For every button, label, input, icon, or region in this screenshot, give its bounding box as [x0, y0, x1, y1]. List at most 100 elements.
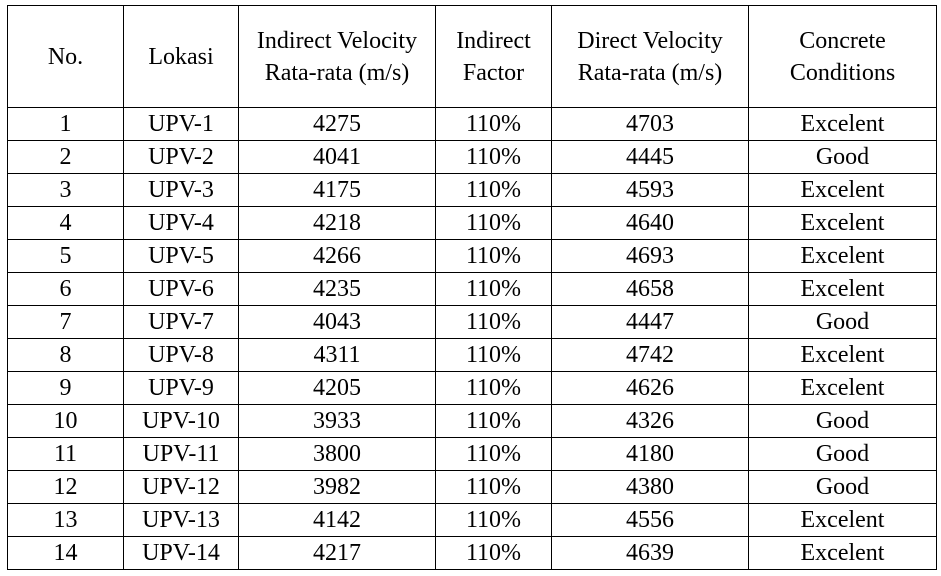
- cell-direct-velocity: 4703: [551, 107, 749, 141]
- cell-no: 4: [7, 206, 124, 240]
- table-header: No. Lokasi Indirect Velocity Rata-rata (…: [7, 5, 937, 108]
- cell-no: 1: [7, 107, 124, 141]
- cell-indirect-velocity: 3982: [238, 470, 436, 504]
- cell-lokasi: UPV-6: [123, 272, 239, 306]
- cell-indirect-factor: 110%: [435, 536, 552, 570]
- cell-indirect-velocity: 4142: [238, 503, 436, 537]
- table-row: 2 UPV-2 4041 110% 4445 Good: [7, 140, 937, 174]
- cell-direct-velocity: 4180: [551, 437, 749, 471]
- header-indirect-factor: Indirect Factor: [435, 5, 552, 108]
- cell-indirect-velocity: 4205: [238, 371, 436, 405]
- cell-lokasi: UPV-2: [123, 140, 239, 174]
- cell-lokasi: UPV-5: [123, 239, 239, 273]
- cell-concrete-condition: Excelent: [748, 536, 937, 570]
- cell-direct-velocity: 4593: [551, 173, 749, 207]
- cell-indirect-factor: 110%: [435, 503, 552, 537]
- table-row: 12 UPV-12 3982 110% 4380 Good: [7, 470, 937, 504]
- cell-concrete-condition: Excelent: [748, 107, 937, 141]
- table-row: 5 UPV-5 4266 110% 4693 Excelent: [7, 239, 937, 273]
- cell-indirect-velocity: 4218: [238, 206, 436, 240]
- cell-direct-velocity: 4326: [551, 404, 749, 438]
- table-row: 13 UPV-13 4142 110% 4556 Excelent: [7, 503, 937, 537]
- header-row: No. Lokasi Indirect Velocity Rata-rata (…: [7, 5, 937, 108]
- cell-indirect-factor: 110%: [435, 206, 552, 240]
- cell-concrete-condition: Good: [748, 140, 937, 174]
- cell-indirect-factor: 110%: [435, 470, 552, 504]
- cell-no: 9: [7, 371, 124, 405]
- cell-indirect-factor: 110%: [435, 272, 552, 306]
- cell-lokasi: UPV-8: [123, 338, 239, 372]
- cell-concrete-condition: Good: [748, 305, 937, 339]
- cell-direct-velocity: 4445: [551, 140, 749, 174]
- cell-indirect-factor: 110%: [435, 140, 552, 174]
- cell-no: 2: [7, 140, 124, 174]
- cell-no: 3: [7, 173, 124, 207]
- table-row: 1 UPV-1 4275 110% 4703 Excelent: [7, 107, 937, 141]
- cell-no: 10: [7, 404, 124, 438]
- cell-no: 5: [7, 239, 124, 273]
- table-row: 14 UPV-14 4217 110% 4639 Excelent: [7, 536, 937, 570]
- table-row: 10 UPV-10 3933 110% 4326 Good: [7, 404, 937, 438]
- cell-concrete-condition: Excelent: [748, 371, 937, 405]
- cell-direct-velocity: 4742: [551, 338, 749, 372]
- cell-direct-velocity: 4447: [551, 305, 749, 339]
- cell-lokasi: UPV-14: [123, 536, 239, 570]
- cell-no: 14: [7, 536, 124, 570]
- cell-indirect-factor: 110%: [435, 371, 552, 405]
- cell-indirect-velocity: 4266: [238, 239, 436, 273]
- cell-indirect-factor: 110%: [435, 404, 552, 438]
- cell-indirect-factor: 110%: [435, 437, 552, 471]
- cell-lokasi: UPV-11: [123, 437, 239, 471]
- cell-no: 13: [7, 503, 124, 537]
- cell-direct-velocity: 4693: [551, 239, 749, 273]
- cell-no: 8: [7, 338, 124, 372]
- cell-lokasi: UPV-9: [123, 371, 239, 405]
- cell-indirect-factor: 110%: [435, 173, 552, 207]
- cell-no: 7: [7, 305, 124, 339]
- header-no: No.: [7, 5, 124, 108]
- cell-indirect-velocity: 4217: [238, 536, 436, 570]
- cell-lokasi: UPV-10: [123, 404, 239, 438]
- table-row: 4 UPV-4 4218 110% 4640 Excelent: [7, 206, 937, 240]
- cell-indirect-velocity: 4311: [238, 338, 436, 372]
- cell-concrete-condition: Good: [748, 437, 937, 471]
- table-row: 6 UPV-6 4235 110% 4658 Excelent: [7, 272, 937, 306]
- cell-lokasi: UPV-1: [123, 107, 239, 141]
- cell-concrete-condition: Excelent: [748, 173, 937, 207]
- header-direct-velocity: Direct Velocity Rata-rata (m/s): [551, 5, 749, 108]
- header-lokasi: Lokasi: [123, 5, 239, 108]
- cell-indirect-factor: 110%: [435, 305, 552, 339]
- cell-concrete-condition: Good: [748, 404, 937, 438]
- cell-indirect-velocity: 3800: [238, 437, 436, 471]
- header-indirect-velocity: Indirect Velocity Rata-rata (m/s): [238, 5, 436, 108]
- cell-lokasi: UPV-7: [123, 305, 239, 339]
- cell-indirect-velocity: 4275: [238, 107, 436, 141]
- cell-indirect-velocity: 4175: [238, 173, 436, 207]
- cell-lokasi: UPV-4: [123, 206, 239, 240]
- table-row: 9 UPV-9 4205 110% 4626 Excelent: [7, 371, 937, 405]
- cell-indirect-velocity: 4235: [238, 272, 436, 306]
- cell-no: 11: [7, 437, 124, 471]
- cell-lokasi: UPV-13: [123, 503, 239, 537]
- cell-indirect-factor: 110%: [435, 107, 552, 141]
- table-body: 1 UPV-1 4275 110% 4703 Excelent 2 UPV-2 4041 110%…: [7, 107, 937, 570]
- cell-indirect-factor: 110%: [435, 239, 552, 273]
- cell-concrete-condition: Excelent: [748, 338, 937, 372]
- cell-direct-velocity: 4640: [551, 206, 749, 240]
- cell-direct-velocity: 4639: [551, 536, 749, 570]
- cell-direct-velocity: 4626: [551, 371, 749, 405]
- cell-direct-velocity: 4380: [551, 470, 749, 504]
- cell-lokasi: UPV-3: [123, 173, 239, 207]
- cell-indirect-velocity: 3933: [238, 404, 436, 438]
- table-row: 8 UPV-8 4311 110% 4742 Excelent: [7, 338, 937, 372]
- cell-concrete-condition: Excelent: [748, 206, 937, 240]
- cell-concrete-condition: Good: [748, 470, 937, 504]
- header-concrete-conditions: Concrete Conditions: [748, 5, 937, 108]
- cell-direct-velocity: 4658: [551, 272, 749, 306]
- cell-no: 12: [7, 470, 124, 504]
- cell-concrete-condition: Excelent: [748, 239, 937, 273]
- cell-direct-velocity: 4556: [551, 503, 749, 537]
- cell-concrete-condition: Excelent: [748, 272, 937, 306]
- table-row: 3 UPV-3 4175 110% 4593 Excelent: [7, 173, 937, 207]
- cell-indirect-velocity: 4043: [238, 305, 436, 339]
